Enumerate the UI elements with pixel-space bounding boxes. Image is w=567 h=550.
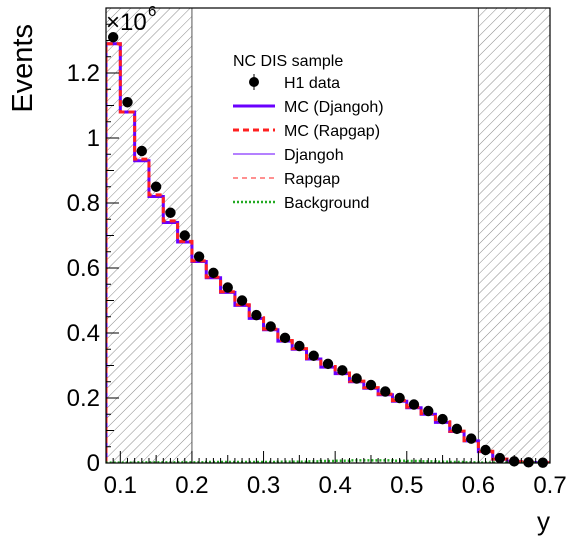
data-point xyxy=(480,444,491,456)
legend-title: NC DIS sample xyxy=(233,53,343,70)
legend-item: Rapgap xyxy=(233,171,340,188)
x-tick-label: 0.3 xyxy=(247,472,280,499)
excluded-region-1 xyxy=(477,7,551,464)
x-tick-label: 0.5 xyxy=(390,472,423,499)
y-axis-label: Events xyxy=(7,24,39,113)
y-tick-label: 1 xyxy=(87,125,100,152)
data-point xyxy=(222,282,233,293)
data-point xyxy=(351,373,362,384)
data-point xyxy=(394,392,405,404)
data-point xyxy=(294,340,305,352)
legend-label: H1 data xyxy=(284,75,340,92)
y-tick-label: 0.8 xyxy=(67,190,100,217)
legend-label: Djangoh xyxy=(284,147,344,164)
y-tick-label: 1.2 xyxy=(67,60,100,87)
legend-item: MC (Djangoh) xyxy=(233,99,384,116)
x-tick-label: 0.4 xyxy=(318,472,351,499)
legend-label: MC (Djangoh) xyxy=(284,99,384,116)
data-point xyxy=(423,405,434,417)
data-point xyxy=(265,321,276,332)
data-point xyxy=(179,230,190,241)
data-point xyxy=(337,365,348,376)
legend: NC DIS sample H1 data MC (Djangoh) MC (Rap… xyxy=(233,53,384,212)
tick-marks xyxy=(105,7,551,464)
data-point xyxy=(251,309,262,321)
legend-item: Background xyxy=(233,195,369,212)
legend-label: Background xyxy=(284,195,369,212)
y-tick-label: 0 xyxy=(87,450,100,477)
data-point xyxy=(279,332,291,344)
legend-item: MC (Rapgap) xyxy=(233,123,380,140)
data-point xyxy=(150,181,162,192)
x-tick-label: 0.1 xyxy=(104,472,137,499)
legend-label: MC (Rapgap) xyxy=(284,123,380,140)
data-point xyxy=(236,295,248,306)
data-point xyxy=(437,413,448,425)
data-point xyxy=(466,433,477,444)
data-point xyxy=(451,423,463,435)
y-multiplier-exponent: 6 xyxy=(148,3,156,20)
data-point xyxy=(136,145,148,157)
data-point xyxy=(107,32,119,43)
data-point xyxy=(365,379,377,391)
x-tick-label: 0.6 xyxy=(462,472,495,499)
y-tick-label: 0.2 xyxy=(67,385,100,412)
data-point xyxy=(165,207,176,218)
legend-item: Djangoh xyxy=(233,147,344,164)
axes: 0.1 0.2 0.3 0.4 0.5 0.6 0.7 0 0.2 0.4 0.6 0.8 1 1.2 xyxy=(67,60,567,499)
data-point xyxy=(208,267,219,279)
legend-label: Rapgap xyxy=(284,171,340,188)
x-tick-label: 0.7 xyxy=(533,472,566,499)
y-tick-label: 0.6 xyxy=(67,255,100,282)
y-tick-label: 0.4 xyxy=(67,320,100,347)
data-point xyxy=(380,386,391,397)
data-points xyxy=(107,32,549,468)
data-point xyxy=(408,399,420,410)
data-point xyxy=(322,358,334,370)
data-point xyxy=(122,97,133,108)
data-point xyxy=(193,251,205,262)
series-background xyxy=(106,459,550,463)
x-axis-label: y xyxy=(537,506,550,536)
y-multiplier: ×10 xyxy=(106,9,147,36)
x-tick-label: 0.2 xyxy=(175,472,208,499)
data-point xyxy=(308,350,319,361)
legend-item: H1 data xyxy=(249,74,340,92)
